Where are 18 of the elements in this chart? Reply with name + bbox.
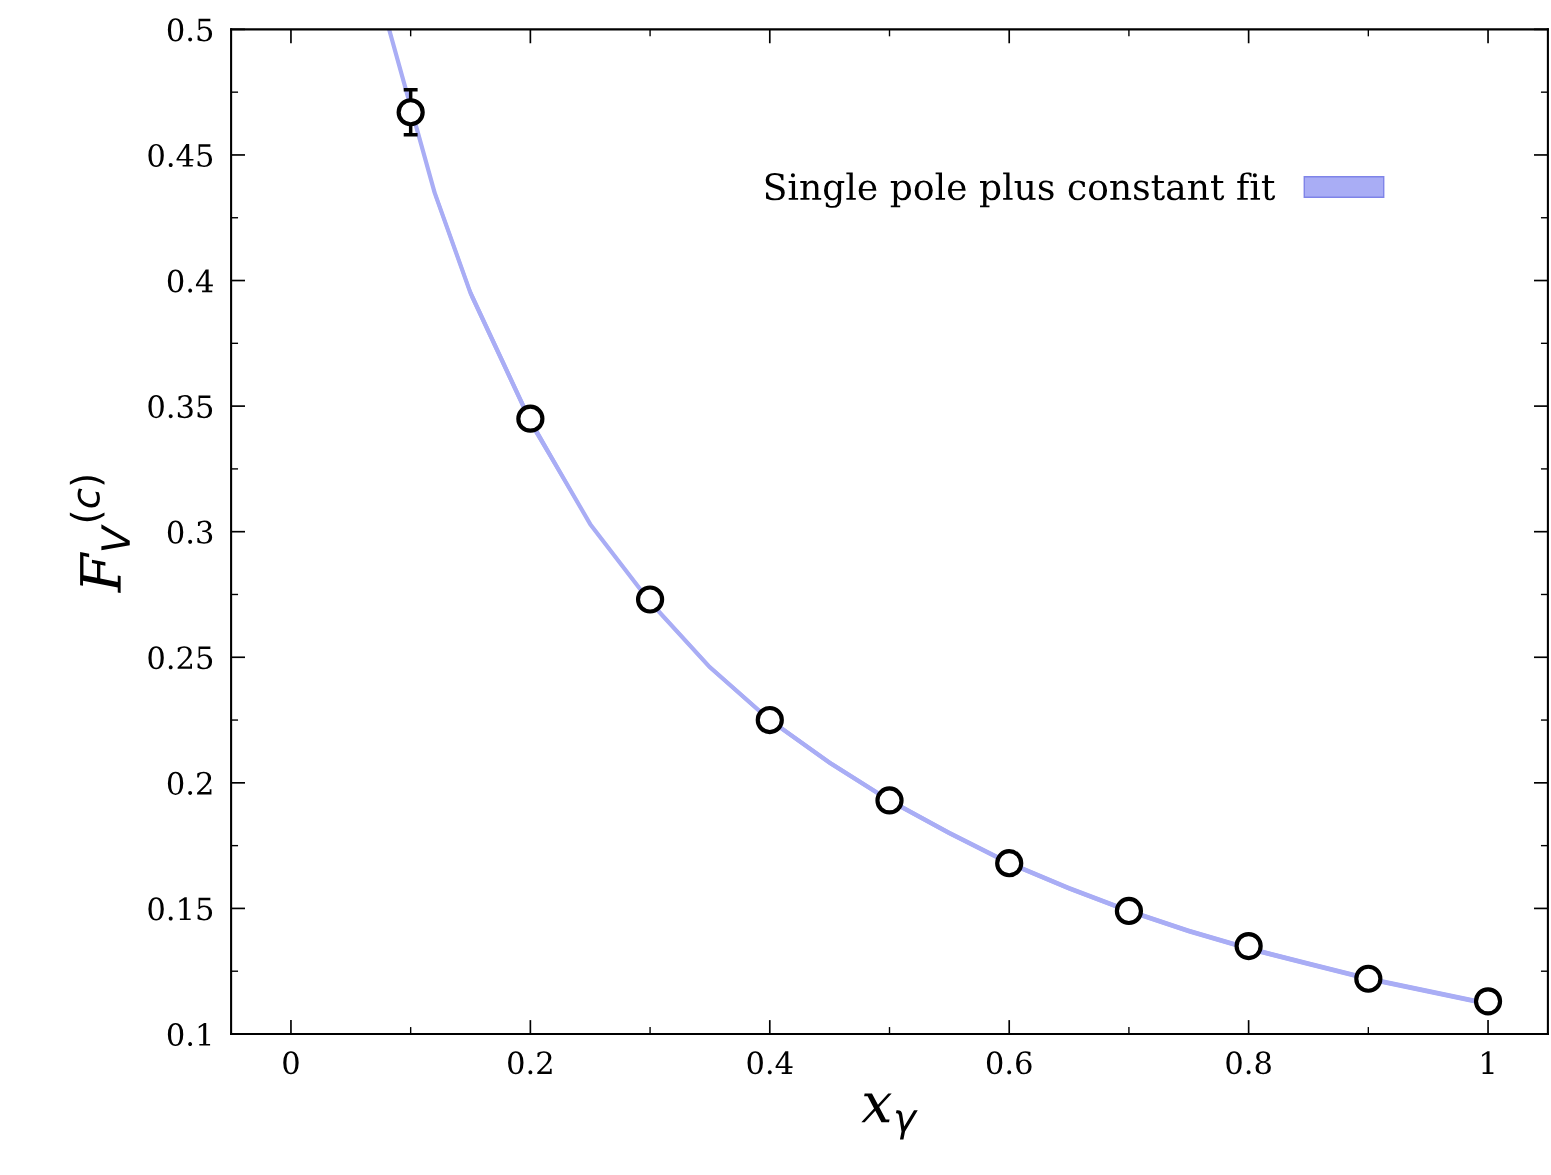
x-tick-label: 0.8: [1226, 1051, 1271, 1075]
y-tick-label: 0.3: [167, 520, 213, 544]
x-tick-label: 0.4: [747, 1051, 793, 1075]
x-tick-label: 0.6: [986, 1051, 1032, 1075]
x-axis-title: x$_{γ}$: [861, 1093, 918, 1140]
y-tick-label: 0.5: [167, 18, 213, 42]
legend-label: Single pole plus constant fit: [765, 172, 1276, 208]
y-tick-label: 0.45: [148, 143, 213, 167]
y-tick-label: 0.4: [167, 269, 213, 293]
y-tick-label: 0.25: [148, 646, 213, 670]
x-tick-label: 0: [283, 1051, 299, 1075]
y-tick-label: 0.15: [148, 897, 213, 921]
x-tick-label: 1: [1482, 1051, 1494, 1074]
y-tick-label: 0.1: [167, 1022, 211, 1047]
y-tick-label: 0.35: [148, 395, 213, 419]
x-tick-label: 0.2: [508, 1051, 552, 1075]
y-tick-label: 0.2: [167, 771, 212, 795]
y-axis-title: F$_{V}$$^{(c)}$: [69, 476, 130, 594]
